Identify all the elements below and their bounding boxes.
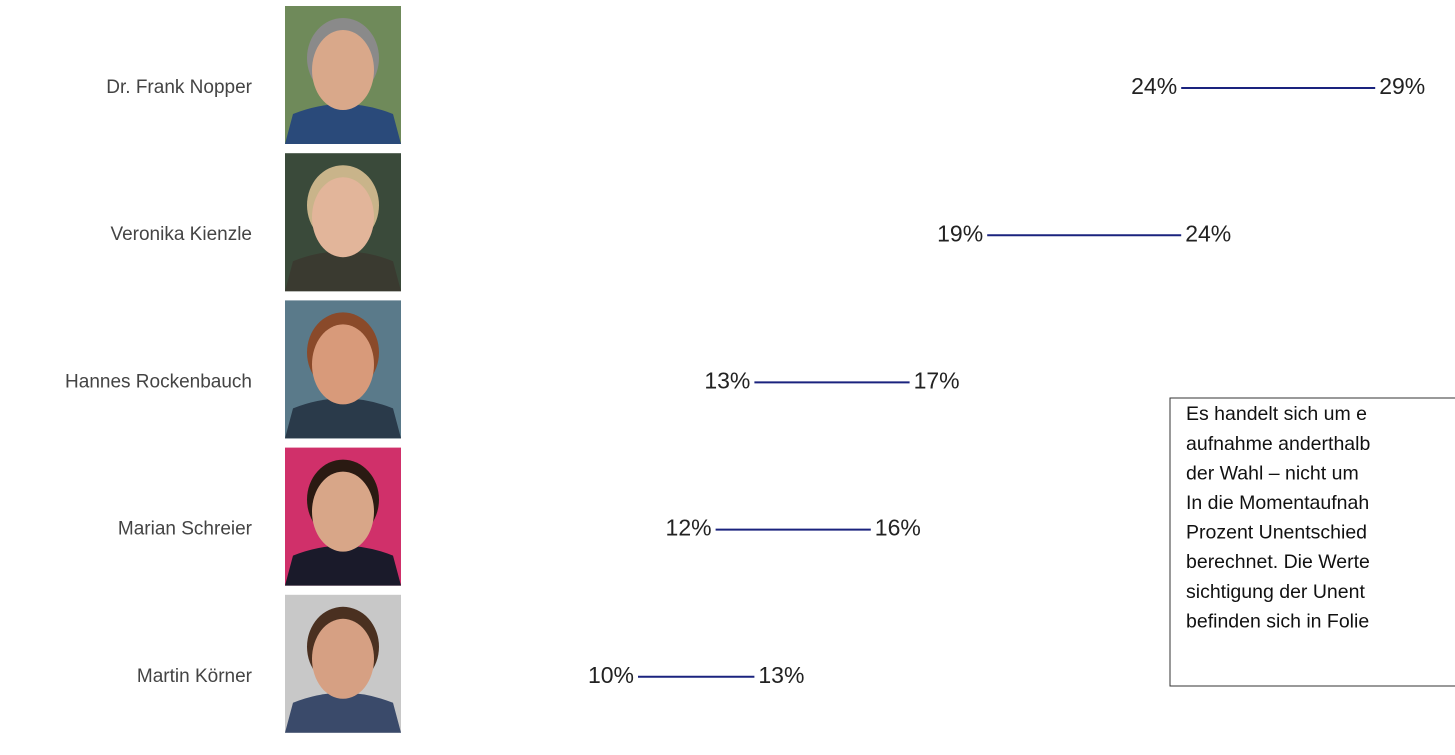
note-line: sichtigung der Unent (1186, 581, 1365, 603)
photo-face (312, 618, 374, 699)
start-label: 19% (937, 220, 983, 246)
start-label: 10% (588, 662, 634, 688)
note-line: Prozent Unentschied (1186, 522, 1367, 544)
photo-face (312, 177, 374, 258)
note-line: Es handelt sich um e (1186, 403, 1367, 425)
photo-body (285, 398, 401, 439)
end-label: 13% (758, 662, 804, 688)
note-line: der Wahl – nicht um (1186, 462, 1359, 484)
candidate-photo (285, 447, 401, 586)
candidate-photo (285, 300, 401, 439)
note-line: befinden sich in Folie (1186, 610, 1369, 632)
photo-face (312, 30, 374, 110)
note-line: aufnahme anderthalb (1186, 433, 1370, 455)
photo-body (285, 251, 401, 292)
note-box (1169, 397, 1455, 687)
end-label: 24% (1185, 220, 1231, 246)
photo-body (285, 545, 401, 586)
start-label: 13% (704, 367, 750, 393)
note-line: In die Momentaufnah (1186, 492, 1369, 514)
start-label: 24% (1131, 73, 1177, 99)
candidate-name: Hannes Rockenbauch (65, 371, 252, 392)
candidate-name: Marian Schreier (118, 519, 253, 540)
photo-face (312, 471, 374, 552)
start-label: 12% (666, 515, 712, 541)
photo-face (312, 324, 374, 405)
note-line: berechnet. Die Werte (1186, 551, 1370, 573)
candidate-name: Dr. Frank Nopper (106, 77, 252, 98)
end-label: 16% (875, 515, 921, 541)
candidate-name: Veronika Kienzle (110, 224, 252, 245)
photo-body (285, 692, 401, 733)
end-label: 29% (1379, 73, 1425, 99)
photo-body (285, 104, 401, 144)
candidate-photo (285, 594, 401, 733)
candidate-photo (285, 6, 401, 144)
candidate-photo (285, 153, 401, 292)
candidate-name: Martin Körner (137, 666, 253, 687)
end-label: 17% (914, 367, 960, 393)
